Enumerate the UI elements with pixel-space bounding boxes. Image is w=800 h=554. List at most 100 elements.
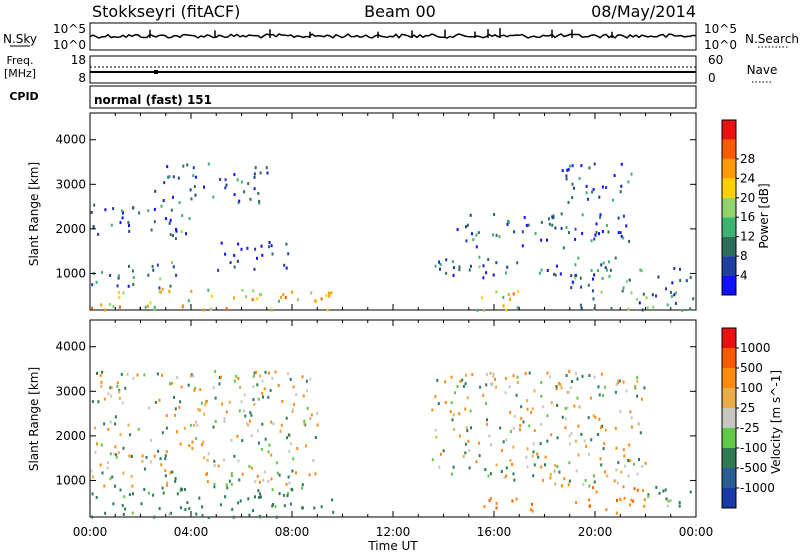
scatter-cell bbox=[167, 175, 170, 179]
scatter-cell bbox=[634, 385, 637, 388]
scatter-cell bbox=[431, 408, 434, 412]
scatter-cell bbox=[99, 463, 102, 467]
scatter-cell bbox=[536, 452, 539, 456]
scatter-cell bbox=[252, 509, 254, 513]
velocity-panel-frame bbox=[89, 319, 697, 518]
scatter-cell bbox=[147, 273, 150, 277]
scatter-cell bbox=[564, 426, 567, 430]
scatter-cell bbox=[301, 375, 304, 379]
scatter-cell bbox=[117, 274, 120, 278]
scatter-cell bbox=[540, 220, 543, 224]
scatter-cell bbox=[595, 231, 598, 234]
scatter-cell bbox=[577, 424, 580, 428]
scatter-cell bbox=[165, 450, 168, 454]
nsearch-label: N.Search bbox=[745, 32, 799, 46]
scatter-cell bbox=[237, 201, 240, 205]
power-colorbar: 4 8 12 16 20 24 28 bbox=[721, 119, 755, 296]
scatter-cell bbox=[174, 477, 177, 481]
scatter-cell bbox=[565, 374, 568, 377]
scatter-cell bbox=[281, 400, 284, 403]
scatter-cell bbox=[175, 229, 178, 233]
scatter-cell bbox=[630, 172, 633, 176]
scatter-cell bbox=[147, 491, 150, 495]
scatter-cell bbox=[116, 381, 119, 385]
scatter-cell bbox=[296, 298, 299, 302]
scatter-cell bbox=[316, 423, 319, 427]
scatter-cell bbox=[627, 307, 630, 311]
scatter-cell bbox=[580, 285, 583, 289]
scatter-cell bbox=[562, 246, 565, 250]
colorbar-tick-label: 20 bbox=[740, 191, 755, 205]
scatter-cell bbox=[202, 440, 205, 444]
scatter-cell bbox=[634, 386, 637, 390]
scatter-cell bbox=[171, 261, 173, 265]
scatter-cell bbox=[619, 409, 622, 413]
scatter-cell bbox=[260, 447, 263, 451]
scatter-cell bbox=[620, 162, 623, 166]
scatter-cell bbox=[176, 430, 178, 434]
scatter-cell bbox=[164, 457, 167, 461]
scatter-cell bbox=[485, 422, 488, 426]
scatter-cell bbox=[107, 427, 110, 431]
scatter-cell bbox=[186, 163, 189, 167]
scatter-cell bbox=[678, 501, 681, 505]
scatter-cell bbox=[236, 434, 239, 438]
y-tick-label: 2000 bbox=[55, 429, 86, 443]
scatter-cell bbox=[669, 291, 672, 294]
scatter-cell bbox=[192, 374, 195, 378]
scatter-cell bbox=[592, 414, 595, 418]
colorbar-tick-label: 4 bbox=[740, 269, 748, 283]
scatter-cell bbox=[224, 186, 227, 190]
scatter-cell bbox=[189, 188, 192, 192]
scatter-cell bbox=[643, 504, 646, 508]
colorbar-tick-label: 16 bbox=[740, 210, 755, 224]
scatter-cell bbox=[614, 426, 617, 430]
scatter-cell bbox=[531, 407, 534, 411]
scatter-cell bbox=[670, 499, 672, 503]
scatter-cell bbox=[569, 442, 571, 446]
scatter-cell bbox=[246, 246, 249, 250]
scatter-cell bbox=[132, 276, 135, 279]
scatter-cell bbox=[461, 378, 464, 382]
scatter-cell bbox=[267, 395, 270, 399]
scatter-cell bbox=[188, 507, 191, 511]
scatter-cell bbox=[619, 190, 622, 194]
scatter-cell bbox=[257, 397, 260, 401]
scatter-cell bbox=[500, 470, 503, 473]
scatter-cell bbox=[554, 226, 557, 230]
freq-strip-frame bbox=[89, 55, 697, 84]
scatter-cell bbox=[261, 422, 264, 426]
scatter-cell bbox=[567, 168, 570, 172]
scatter-cell bbox=[547, 217, 550, 221]
scatter-cell bbox=[221, 402, 224, 406]
scatter-cell bbox=[220, 241, 223, 245]
scatter-cell bbox=[574, 237, 577, 241]
scatter-cell bbox=[148, 406, 151, 410]
scatter-cell bbox=[219, 503, 222, 507]
scatter-cell bbox=[205, 400, 208, 404]
scatter-cell bbox=[130, 475, 133, 478]
scatter-cell bbox=[93, 426, 96, 430]
scatter-cell bbox=[560, 212, 563, 216]
colorbar-segment bbox=[722, 468, 736, 488]
scatter-cell bbox=[153, 207, 156, 211]
scatter-cell bbox=[158, 398, 161, 402]
scatter-cell bbox=[464, 451, 467, 455]
scatter-cell bbox=[278, 473, 281, 477]
scatter-cell bbox=[122, 211, 124, 215]
scatter-cell bbox=[248, 513, 251, 517]
scatter-cell bbox=[630, 291, 633, 295]
x-axis-labels: 00:00 04:00 08:00 12:00 16:00 20:00 00:00 bbox=[73, 525, 714, 539]
scatter-cell bbox=[113, 452, 116, 456]
scatter-cell bbox=[118, 396, 121, 400]
y-tick-label: 2000 bbox=[55, 222, 86, 236]
scatter-cell bbox=[570, 431, 573, 435]
scatter-cell bbox=[679, 267, 681, 271]
scatter-cell bbox=[118, 296, 121, 299]
scatter-cell bbox=[490, 443, 492, 447]
scatter-cell bbox=[486, 418, 488, 422]
colorbar-segment bbox=[722, 388, 736, 408]
scatter-cell bbox=[213, 459, 216, 463]
scatter-cell bbox=[193, 185, 196, 189]
